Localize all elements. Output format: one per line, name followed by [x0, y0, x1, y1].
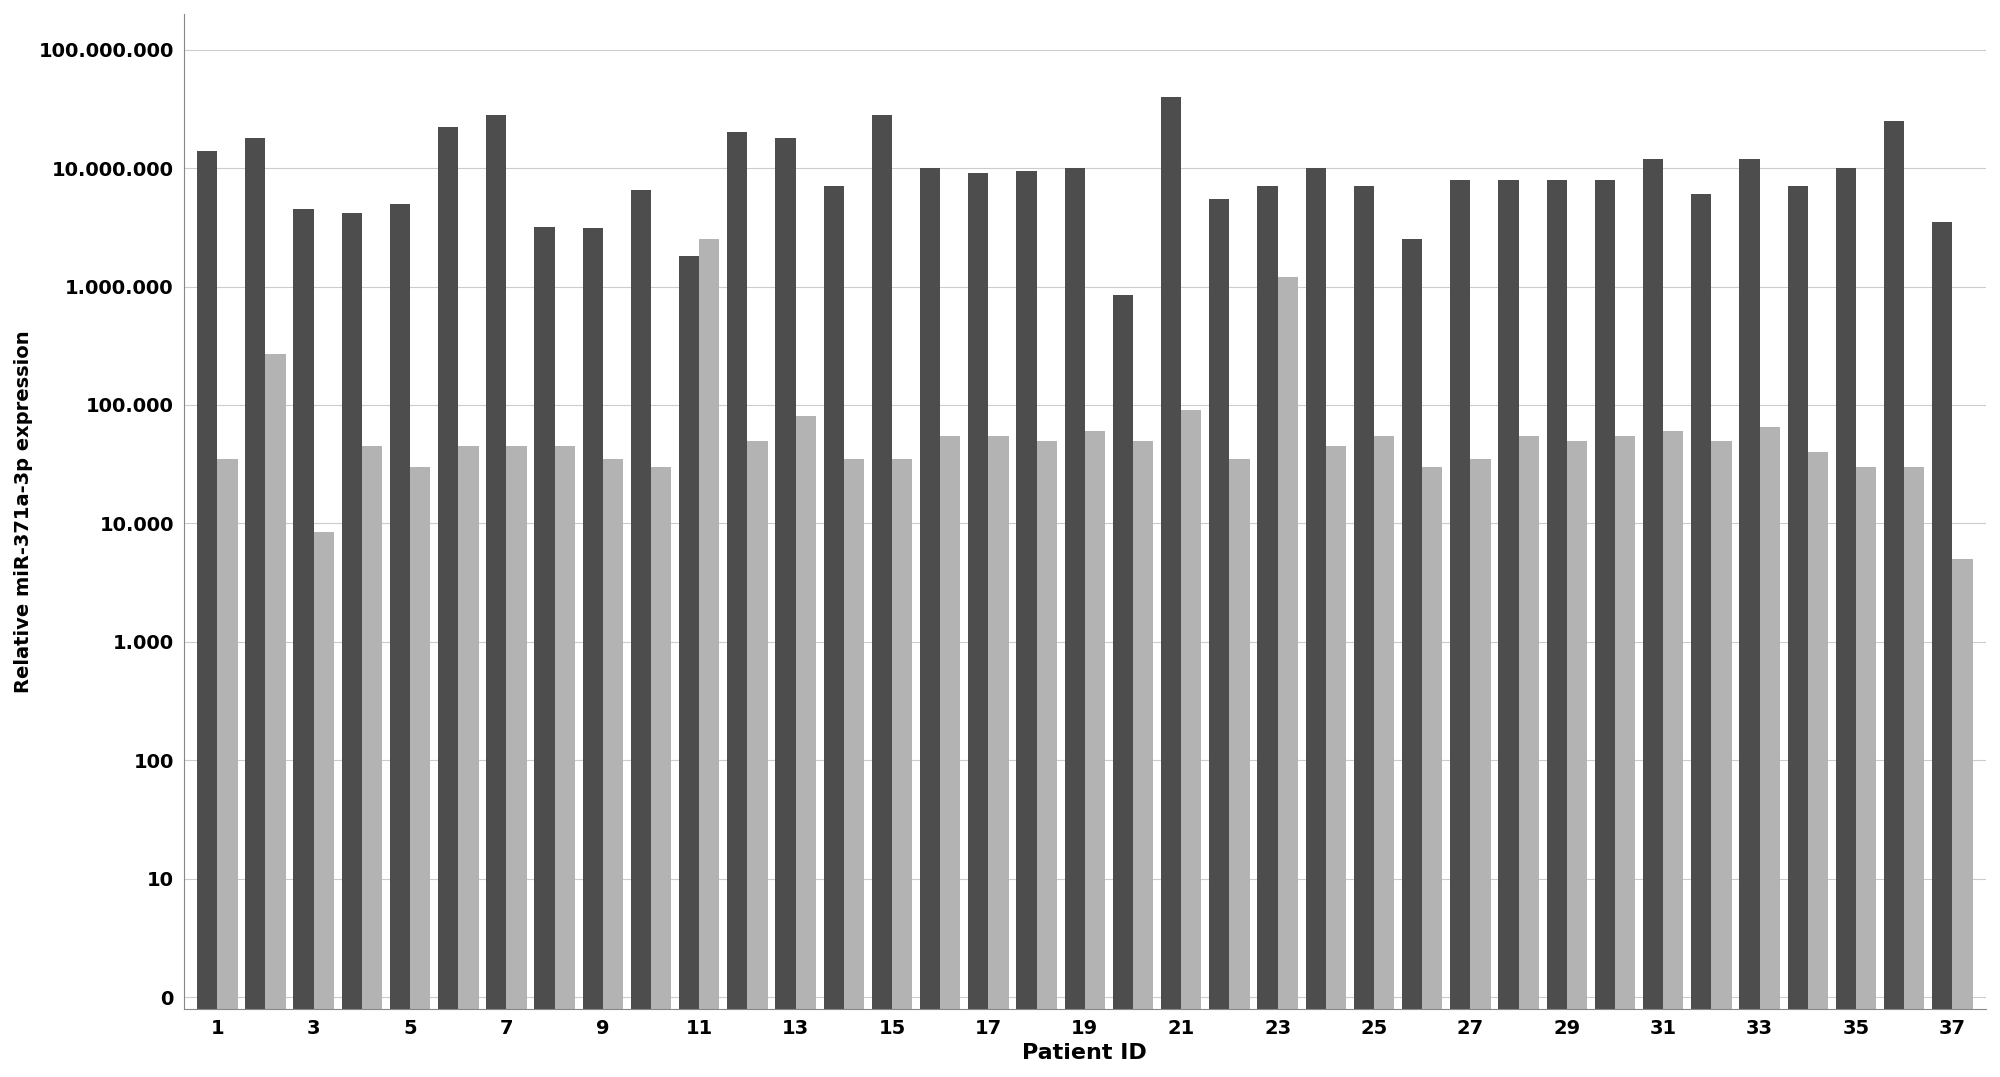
Bar: [1566, 440, 1588, 1077]
Bar: [390, 204, 410, 1077]
Bar: [988, 436, 1008, 1077]
Bar: [1546, 180, 1566, 1077]
Bar: [700, 239, 720, 1077]
Bar: [748, 440, 768, 1077]
Bar: [1160, 97, 1182, 1077]
Bar: [554, 446, 574, 1077]
Bar: [1856, 467, 1876, 1077]
Bar: [342, 212, 362, 1077]
Bar: [940, 436, 960, 1077]
Bar: [1326, 446, 1346, 1077]
Bar: [1422, 467, 1442, 1077]
Bar: [1788, 186, 1808, 1077]
Bar: [314, 532, 334, 1077]
Bar: [1402, 239, 1422, 1077]
Bar: [728, 132, 748, 1077]
Bar: [534, 226, 554, 1077]
Bar: [294, 209, 314, 1077]
Bar: [1306, 168, 1326, 1077]
Bar: [246, 138, 266, 1077]
Bar: [1230, 459, 1250, 1077]
Bar: [1836, 168, 1856, 1077]
Bar: [1450, 180, 1470, 1077]
Bar: [872, 115, 892, 1077]
Bar: [892, 459, 912, 1077]
Bar: [1278, 277, 1298, 1077]
Bar: [1210, 199, 1230, 1077]
Bar: [1952, 559, 1972, 1077]
Bar: [438, 127, 458, 1077]
Bar: [1808, 452, 1828, 1077]
Bar: [1692, 194, 1712, 1077]
Bar: [1904, 467, 1924, 1077]
Bar: [1664, 431, 1684, 1077]
Bar: [920, 168, 940, 1077]
X-axis label: Patient ID: Patient ID: [1022, 1044, 1148, 1063]
Bar: [968, 173, 988, 1077]
Bar: [1498, 180, 1518, 1077]
Bar: [1884, 121, 1904, 1077]
Bar: [506, 446, 526, 1077]
Bar: [652, 467, 672, 1077]
Bar: [1354, 186, 1374, 1077]
Bar: [1182, 410, 1202, 1077]
Bar: [1064, 168, 1084, 1077]
Bar: [1036, 440, 1056, 1077]
Bar: [362, 446, 382, 1077]
Y-axis label: Relative miR-371a-3p expression: Relative miR-371a-3p expression: [14, 330, 32, 693]
Bar: [1642, 158, 1664, 1077]
Bar: [680, 256, 700, 1077]
Bar: [796, 417, 816, 1077]
Bar: [1134, 440, 1154, 1077]
Bar: [198, 151, 218, 1077]
Bar: [844, 459, 864, 1077]
Bar: [1614, 436, 1636, 1077]
Bar: [582, 228, 602, 1077]
Bar: [1470, 459, 1490, 1077]
Bar: [1760, 428, 1780, 1077]
Bar: [1258, 186, 1278, 1077]
Bar: [1016, 170, 1036, 1077]
Bar: [1084, 431, 1106, 1077]
Bar: [1932, 222, 1952, 1077]
Bar: [1740, 158, 1760, 1077]
Bar: [458, 446, 478, 1077]
Bar: [630, 191, 652, 1077]
Bar: [410, 467, 430, 1077]
Bar: [1374, 436, 1394, 1077]
Bar: [776, 138, 796, 1077]
Bar: [1712, 440, 1732, 1077]
Bar: [824, 186, 844, 1077]
Bar: [218, 459, 238, 1077]
Bar: [602, 459, 624, 1077]
Bar: [1112, 295, 1134, 1077]
Bar: [486, 115, 506, 1077]
Bar: [266, 354, 286, 1077]
Bar: [1518, 436, 1538, 1077]
Bar: [1594, 180, 1614, 1077]
